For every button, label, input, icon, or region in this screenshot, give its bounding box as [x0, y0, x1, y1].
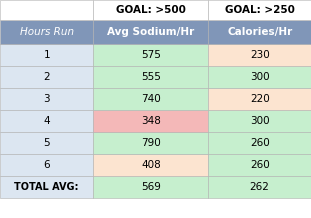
Text: 348: 348 [141, 116, 161, 126]
Text: GOAL: >500: GOAL: >500 [116, 5, 186, 15]
Bar [93, 110, 208, 132]
Bar [0, 110, 93, 132]
Bar [208, 176, 311, 198]
Text: 5: 5 [43, 138, 50, 148]
Bar [93, 132, 208, 154]
Bar [93, 88, 208, 110]
Bar [93, 0, 208, 20]
Bar [208, 20, 311, 44]
Bar [0, 88, 93, 110]
Text: 6: 6 [43, 160, 50, 170]
Bar [93, 44, 208, 66]
Text: Avg Sodium/Hr: Avg Sodium/Hr [107, 27, 194, 37]
Text: TOTAL AVG:: TOTAL AVG: [14, 182, 79, 192]
Text: 790: 790 [141, 138, 161, 148]
Bar [0, 0, 93, 20]
Text: 555: 555 [141, 72, 161, 82]
Bar [208, 110, 311, 132]
Text: 220: 220 [250, 94, 270, 104]
Bar [208, 0, 311, 20]
Text: 260: 260 [250, 160, 270, 170]
Bar [208, 132, 311, 154]
Text: Calories/Hr: Calories/Hr [227, 27, 292, 37]
Bar [208, 44, 311, 66]
Text: 262: 262 [250, 182, 270, 192]
Text: 569: 569 [141, 182, 161, 192]
Text: 575: 575 [141, 50, 161, 60]
Bar [93, 20, 208, 44]
Text: 740: 740 [141, 94, 161, 104]
Bar [93, 154, 208, 176]
Text: 408: 408 [141, 160, 161, 170]
Text: 300: 300 [250, 72, 270, 82]
Text: 230: 230 [250, 50, 270, 60]
Text: 1: 1 [43, 50, 50, 60]
Text: 2: 2 [43, 72, 50, 82]
Text: GOAL: >250: GOAL: >250 [225, 5, 295, 15]
Text: 300: 300 [250, 116, 270, 126]
Bar [93, 66, 208, 88]
Bar [0, 176, 93, 198]
Text: 260: 260 [250, 138, 270, 148]
Bar [0, 154, 93, 176]
Bar [208, 66, 311, 88]
Bar [93, 176, 208, 198]
Bar [0, 44, 93, 66]
Bar [0, 66, 93, 88]
Text: 4: 4 [43, 116, 50, 126]
Bar [208, 154, 311, 176]
Bar [208, 88, 311, 110]
Text: 3: 3 [43, 94, 50, 104]
Text: Hours Run: Hours Run [20, 27, 74, 37]
Bar [0, 132, 93, 154]
Bar [0, 20, 93, 44]
